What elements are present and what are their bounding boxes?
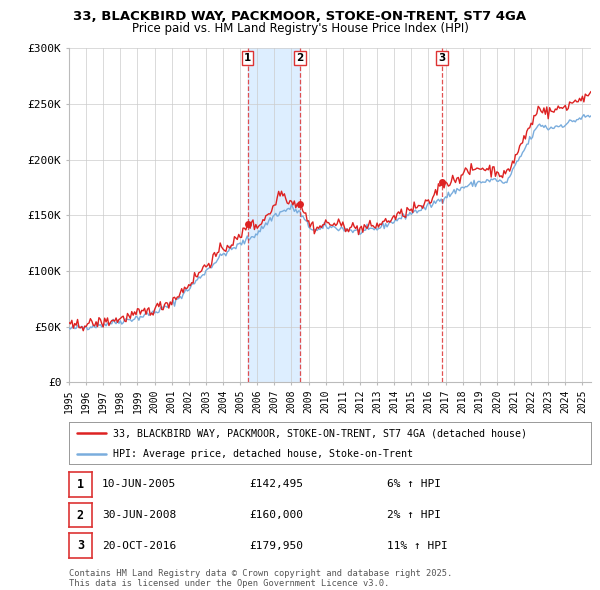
Text: 1: 1: [244, 53, 251, 63]
Text: 2: 2: [296, 53, 304, 63]
Text: 20-OCT-2016: 20-OCT-2016: [102, 541, 176, 550]
Text: Price paid vs. HM Land Registry's House Price Index (HPI): Price paid vs. HM Land Registry's House …: [131, 22, 469, 35]
Text: 33, BLACKBIRD WAY, PACKMOOR, STOKE-ON-TRENT, ST7 4GA: 33, BLACKBIRD WAY, PACKMOOR, STOKE-ON-TR…: [73, 10, 527, 23]
Text: 33, BLACKBIRD WAY, PACKMOOR, STOKE-ON-TRENT, ST7 4GA (detached house): 33, BLACKBIRD WAY, PACKMOOR, STOKE-ON-TR…: [113, 428, 527, 438]
Text: 3: 3: [77, 539, 84, 552]
Text: 10-JUN-2005: 10-JUN-2005: [102, 480, 176, 489]
Bar: [248, 48, 300, 382]
Text: 3: 3: [439, 53, 446, 63]
Text: 2: 2: [77, 509, 84, 522]
Text: Contains HM Land Registry data © Crown copyright and database right 2025.
This d: Contains HM Land Registry data © Crown c…: [69, 569, 452, 588]
Text: £142,495: £142,495: [249, 480, 303, 489]
Text: 1: 1: [77, 478, 84, 491]
Text: 30-JUN-2008: 30-JUN-2008: [102, 510, 176, 520]
Text: £160,000: £160,000: [249, 510, 303, 520]
Text: 11% ↑ HPI: 11% ↑ HPI: [387, 541, 448, 550]
Text: 2% ↑ HPI: 2% ↑ HPI: [387, 510, 441, 520]
Text: £179,950: £179,950: [249, 541, 303, 550]
Text: 6% ↑ HPI: 6% ↑ HPI: [387, 480, 441, 489]
Text: HPI: Average price, detached house, Stoke-on-Trent: HPI: Average price, detached house, Stok…: [113, 449, 413, 458]
